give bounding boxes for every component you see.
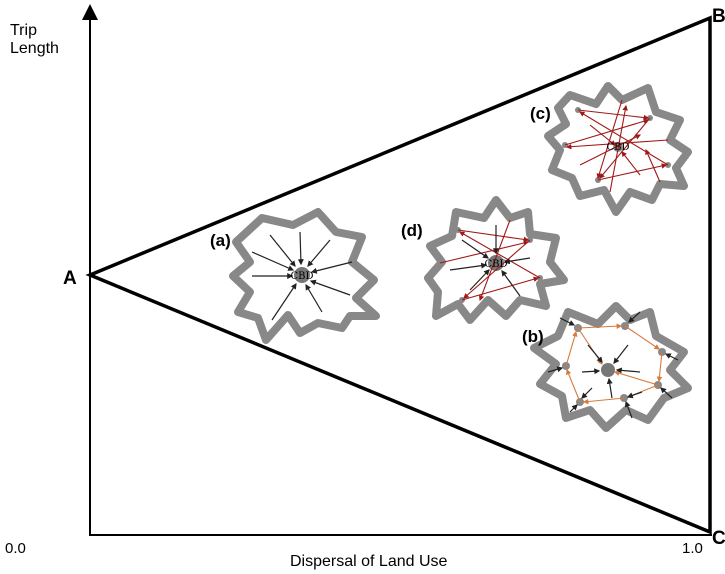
city-c-label: (c) xyxy=(530,104,551,123)
city-b-flow-arrow xyxy=(656,351,663,383)
city-b-flow-arrow xyxy=(587,344,603,363)
city-b-flow-arrow xyxy=(613,344,629,364)
city-c-flow-arrow xyxy=(565,139,669,150)
city-b-flow-arrow xyxy=(624,400,633,419)
city-d-flow-arrow xyxy=(469,269,490,291)
city-b-flow-arrow xyxy=(577,323,623,329)
city-d: CBD xyxy=(424,196,568,324)
city-c-flow-arrow xyxy=(589,124,616,146)
city-b-flow-arrow xyxy=(547,366,564,373)
city-c-cbd-label: CBD xyxy=(606,142,629,153)
city-a-flow-arrow xyxy=(269,234,296,267)
city-d-boundary xyxy=(424,196,568,324)
city-b-flow-arrow xyxy=(615,367,641,374)
city-b-flow-arrow xyxy=(582,397,625,405)
city-a-cbd-node xyxy=(294,267,310,283)
city-d-flow-arrow xyxy=(439,240,530,264)
city-d-flow-arrow xyxy=(463,239,531,299)
city-c-flow-arrow xyxy=(579,134,641,166)
city-d-flow-arrow xyxy=(461,276,540,301)
y-axis-label-line1: Trip xyxy=(10,22,37,39)
city-a-boundary xyxy=(229,208,380,344)
city-b-flow-arrow xyxy=(565,330,578,367)
city-b-flow-arrow xyxy=(660,387,673,399)
city-a-flow-arrow xyxy=(305,283,323,313)
city-d-label: (d) xyxy=(401,221,423,240)
vertex-a-label: A xyxy=(63,268,77,289)
vertex-b-label: B xyxy=(712,6,725,27)
city-c-flow-arrow xyxy=(577,109,650,121)
city-a-flow-arrow xyxy=(271,283,297,321)
city-b-flow-arrow xyxy=(664,353,679,361)
triangle-abc xyxy=(85,15,712,535)
vertex-c-label: C xyxy=(712,528,725,549)
city-a-flow-arrow xyxy=(309,279,351,296)
city-a-flow-arrow xyxy=(307,239,331,267)
city-c-flow-arrow xyxy=(621,151,641,176)
city-b-flow-arrow xyxy=(566,368,581,403)
city-b-label: (b) xyxy=(522,327,544,346)
city-d-flow-arrow xyxy=(457,229,530,243)
city-b-flow-arrow xyxy=(624,325,660,350)
city-d-flow-arrow xyxy=(461,239,489,259)
x-tick-min: 0.0 xyxy=(5,540,26,557)
city-b-flow-arrow xyxy=(613,370,659,386)
city-b-flow-arrow xyxy=(581,387,593,399)
city-c-flow-arrow xyxy=(564,118,650,146)
city-a-flow-arrow xyxy=(297,231,304,266)
city-d-flow-arrow xyxy=(478,219,511,302)
city-b xyxy=(530,302,692,432)
city-a-label: (a) xyxy=(210,231,231,250)
city-a: CBD xyxy=(229,208,380,344)
city-b-flow-arrow xyxy=(577,327,603,365)
city-b-flow-arrow xyxy=(559,317,576,326)
city-b-flow-arrow xyxy=(626,391,643,399)
city-a-cbd-label: CBD xyxy=(290,271,313,282)
city-b-flow-arrow xyxy=(569,404,578,413)
city-d-cbd-label: CBD xyxy=(484,259,507,270)
y-axis-label-line2: Length xyxy=(10,40,59,57)
city-a-flow-arrow xyxy=(251,251,295,271)
x-tick-max: 1.0 xyxy=(682,540,703,557)
city-a-flow-arrow xyxy=(310,261,353,274)
city-d-flow-arrow xyxy=(459,231,541,279)
city-b-main-node xyxy=(601,363,615,377)
city-b-flow-arrow xyxy=(628,311,641,323)
x-axis-label: Dispersal of Land Use xyxy=(290,553,448,570)
city-c-flow-arrow xyxy=(609,104,628,193)
city-c-flow-arrow xyxy=(596,99,623,180)
y-axis-label: Trip Length xyxy=(10,22,59,58)
city-d-flow-arrow xyxy=(503,257,531,265)
city-c-flow-arrow xyxy=(645,148,661,183)
city-d-flow-arrow xyxy=(501,270,521,297)
city-c-flow-arrow xyxy=(597,163,668,181)
city-c: CBD xyxy=(544,82,692,216)
city-d-flow-arrow xyxy=(449,262,488,271)
city-b-flow-arrow xyxy=(581,368,601,375)
city-c-flow-arrow xyxy=(599,117,651,179)
city-c-boundary xyxy=(544,82,692,216)
city-c-flow-arrow xyxy=(579,111,669,166)
city-b-flow-arrow xyxy=(606,377,613,399)
